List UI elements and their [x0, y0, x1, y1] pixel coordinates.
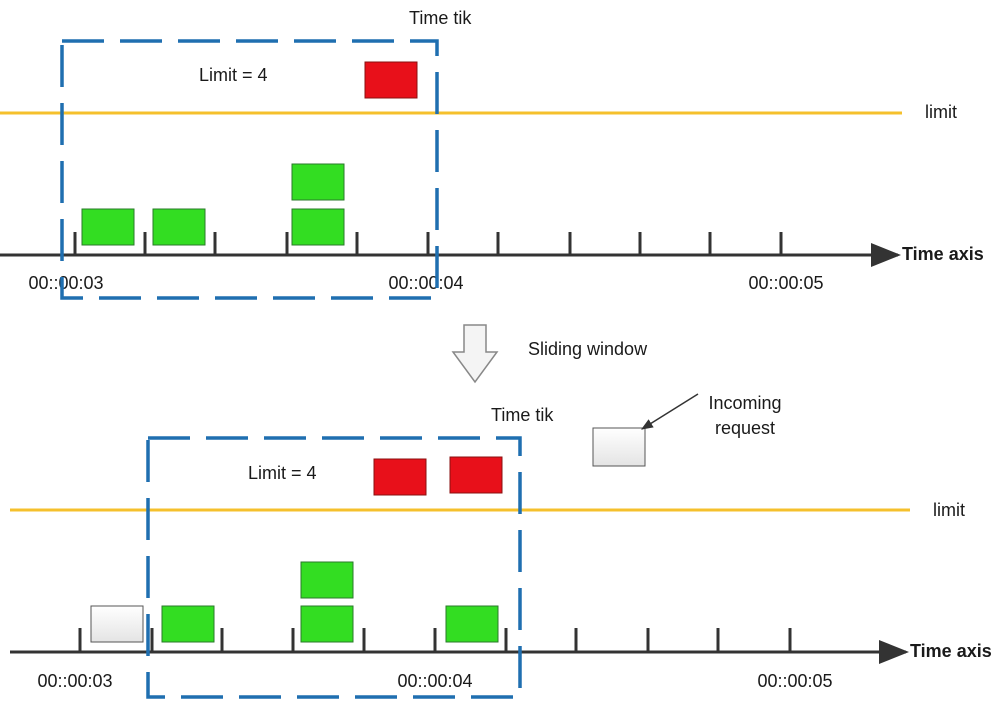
limit-text: Limit = 4 — [248, 463, 317, 483]
accepted-request — [445, 605, 499, 643]
accepted-request — [161, 605, 215, 643]
tick-label: 00::00:05 — [757, 671, 832, 691]
time-tik-label: Time tik — [409, 8, 472, 28]
top-panel: limit Time axis 00::00:03 00::00:04 00::… — [0, 8, 984, 300]
incoming-request-label-line1: Incoming — [708, 393, 781, 413]
rejected-request — [373, 458, 427, 496]
tick-label: 00::00:04 — [397, 671, 472, 691]
accepted-request — [300, 561, 354, 599]
transition: Sliding window — [451, 324, 648, 384]
tick-label: 00::00:03 — [37, 671, 112, 691]
tick-marks — [78, 628, 792, 652]
tick-marks — [73, 232, 783, 255]
tick-label: 00::00:03 — [28, 273, 103, 293]
time-window — [60, 39, 439, 300]
bottom-panel: limit Time axis 00::00:03 00::00:04 00::… — [10, 393, 992, 699]
expired-request — [90, 605, 144, 643]
limit-label: limit — [933, 500, 965, 520]
pointer-arrow — [640, 393, 699, 430]
time-window — [146, 436, 522, 699]
sliding-window-label: Sliding window — [528, 339, 648, 359]
limit-label: limit — [925, 102, 957, 122]
rejected-request — [364, 61, 418, 99]
tick-label: 00::00:04 — [388, 273, 463, 293]
accepted-request — [81, 208, 135, 246]
limit-text: Limit = 4 — [199, 65, 268, 85]
time-axis-label: Time axis — [902, 244, 984, 264]
incoming-request-label-line2: request — [715, 418, 775, 438]
accepted-request — [291, 163, 345, 201]
time-axis-label: Time axis — [910, 641, 992, 661]
tick-label: 00::00:05 — [748, 273, 823, 293]
time-tik-label: Time tik — [491, 405, 554, 425]
accepted-request — [152, 208, 206, 246]
rejected-request — [449, 456, 503, 494]
down-arrow-icon — [451, 324, 499, 384]
incoming-request — [592, 427, 646, 467]
accepted-request — [300, 605, 354, 643]
accepted-request — [291, 208, 345, 246]
